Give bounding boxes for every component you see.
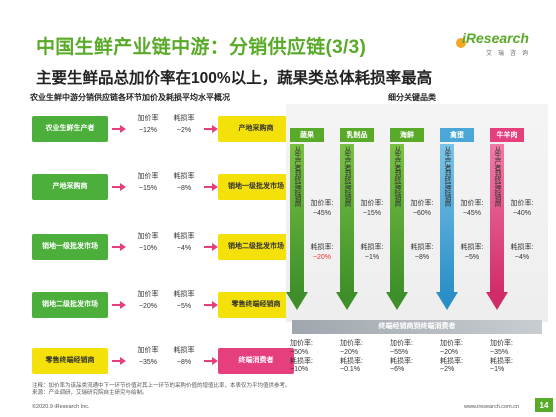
cat-2-end-stats: 加价率: ~20% 耗损率: ~0.1% [340, 340, 363, 374]
logo-swoosh-icon [456, 38, 466, 48]
down-arrow-icon [286, 144, 308, 312]
logo-sub: 艾瑞咨询 [486, 51, 535, 57]
arrow-right-icon [112, 301, 126, 309]
arrow-right-icon [204, 125, 218, 133]
stage-4-markup: 加价率 ~20% [137, 291, 159, 311]
cat-4-markup: 加价率: ~45% [460, 200, 484, 218]
iresearch-logo: iResearch 艾瑞咨询 [456, 30, 548, 62]
page-number: 14 [535, 398, 553, 412]
arrow-text: 从生产者到终端经销商 [294, 146, 301, 206]
cat-3-markup: 加价率: ~60% [410, 200, 434, 218]
arrow-text: 从生产者到终端经销商 [494, 146, 501, 206]
stage-from-2: 产地采购商 [32, 174, 108, 200]
arrow-right-icon [112, 183, 126, 191]
right-heading: 细分关键品类 [388, 93, 436, 102]
category-dairy: 乳制品 [340, 128, 374, 142]
down-arrow-icon [386, 144, 408, 312]
category-beef-mutton: 牛羊肉 [490, 128, 524, 142]
stage-5-markup: 加价率 ~35% [137, 347, 159, 367]
footnote: 注释：加价率为该品类流通中下一环节价值对其上一环节的采购价值的增值比率，本表仅为… [32, 383, 291, 397]
cat-4-loss: 耗损率: ~5% [460, 244, 484, 262]
stage-from-1: 农业生鲜生产者 [32, 116, 108, 142]
retail-to-consumer-label: 终端经销商到终端消费者 [378, 323, 456, 330]
cat-1-markup: 加价率: ~45% [310, 200, 334, 218]
category-poultry-egg: 禽蛋 [440, 128, 474, 142]
stage-from-4: 销地二级批发市场 [32, 292, 108, 318]
down-arrow-icon [486, 144, 508, 312]
arrow-text: 从生产者到终端经销商 [344, 146, 351, 206]
arrow-right-icon [204, 243, 218, 251]
cat-3-end-stats: 加价率: ~55% 耗损率: ~6% [390, 340, 413, 374]
stage-from-3: 销地一级批发市场 [32, 234, 108, 260]
stage-to-5: 终端消费者 [218, 348, 294, 374]
cat-2-loss: 耗损率: ~1% [360, 244, 384, 262]
retail-to-consumer-bar [292, 320, 542, 334]
cat-1-end-stats: 加价率: ~50% 耗损率: ~10% [290, 340, 313, 374]
cat-5-loss: 耗损率: ~4% [510, 244, 534, 262]
cat-2-markup: 加价率: ~15% [360, 200, 384, 218]
stage-1-markup: 加价率 ~12% [137, 115, 159, 135]
stage-5-loss: 耗损率 ~8% [173, 347, 195, 367]
arrow-right-icon [112, 243, 126, 251]
left-heading: 农业生鲜中游分销供应链各环节加价及耗损平均水平概况 [30, 93, 230, 102]
arrow-right-icon [112, 125, 126, 133]
cat-5-end-stats: 加价率: ~35% 耗损率: ~1% [490, 340, 513, 374]
copyright: ©2020.9 iResearch Inc. [32, 404, 90, 410]
website-link[interactable]: www.iresearch.com.cn [464, 404, 520, 410]
stage-4-loss: 耗损率 ~5% [173, 291, 195, 311]
stage-to-1: 产地采购商 [218, 116, 294, 142]
category-veg-fruit: 蔬果 [290, 128, 324, 142]
stage-to-2: 销地一级批发市场 [218, 174, 294, 200]
cat-1-loss: 耗损率: ~20% [310, 244, 334, 262]
cat-5-markup: 加价率: ~40% [510, 200, 534, 218]
cat-4-end-stats: 加价率: ~20% 耗损率: ~2% [440, 340, 463, 374]
arrow-text: 从生产者到终端经销商 [444, 146, 451, 206]
arrow-right-icon [112, 357, 126, 365]
down-arrow-icon [336, 144, 358, 312]
arrow-right-icon [204, 183, 218, 191]
stage-2-loss: 耗损率 ~8% [173, 173, 195, 193]
stage-to-4: 零售终端经销商 [218, 292, 294, 318]
page-title: 中国生鲜产业链中游：分销供应链(3/3) [36, 37, 367, 58]
stage-2-markup: 加价率 ~15% [137, 173, 159, 193]
category-seafood: 海鲜 [390, 128, 424, 142]
cat-3-loss: 耗损率: ~8% [410, 244, 434, 262]
arrow-text: 从生产者到终端经销商 [394, 146, 401, 206]
stage-3-markup: 加价率 ~10% [137, 233, 159, 253]
stage-1-loss: 耗损率 ~2% [173, 115, 195, 135]
stage-to-3: 销地二级批发市场 [218, 234, 294, 260]
stage-from-5: 零售终端经销商 [32, 348, 108, 374]
page-subtitle: 主要生鲜品总加价率在100%以上，蔬果类总体耗损率最高 [36, 70, 433, 87]
arrow-right-icon [204, 357, 218, 365]
logo-name: iResearch [462, 30, 529, 46]
down-arrow-icon [436, 144, 458, 312]
stage-3-loss: 耗损率 ~4% [173, 233, 195, 253]
arrow-right-icon [204, 301, 218, 309]
